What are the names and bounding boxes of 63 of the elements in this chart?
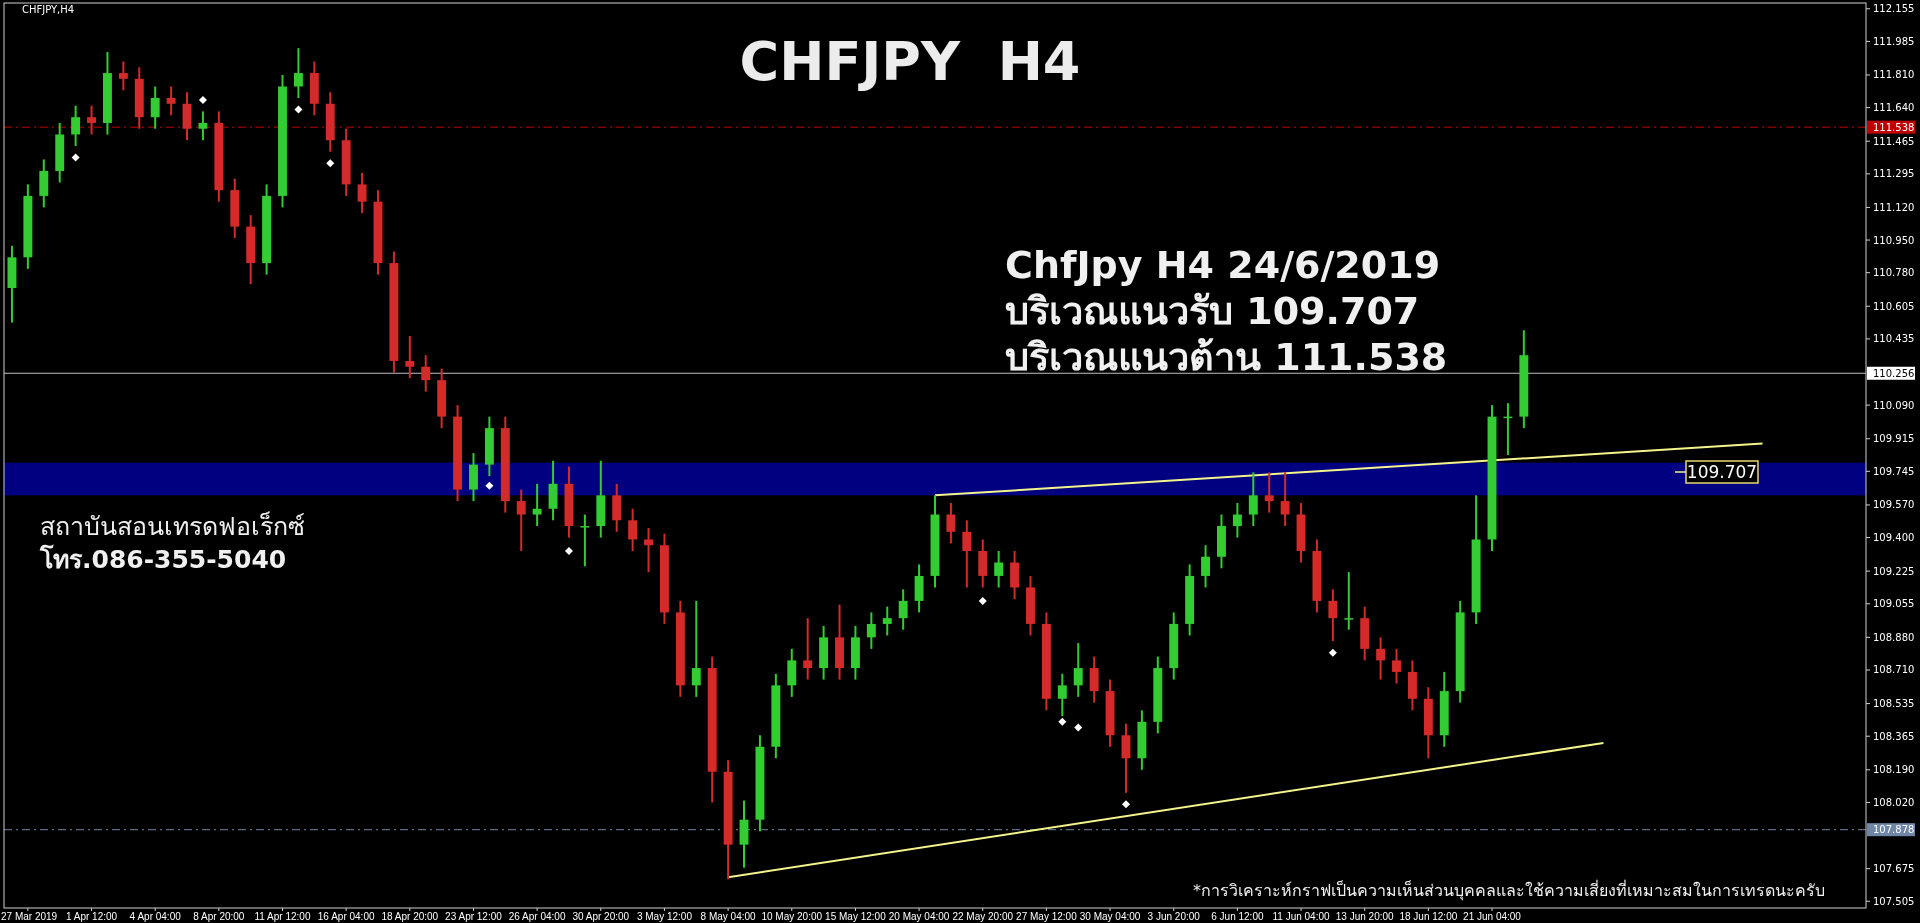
ref-line-label: 107.878 (1873, 824, 1915, 836)
x-tick-label: 18 Jun 12:00 (1399, 911, 1458, 922)
chart-subtitle: CHFJPY,H4 (22, 4, 75, 15)
y-tick-label: 111.985 (1873, 35, 1915, 47)
y-tick-label: 110.435 (1873, 333, 1915, 345)
x-tick-label: 11 Apr 12:00 (254, 911, 311, 922)
x-tick-label: 23 Apr 12:00 (445, 911, 503, 922)
y-tick-label: 108.365 (1873, 730, 1915, 742)
y-tick-label: 107.675 (1873, 863, 1915, 875)
y-tick-label: 108.020 (1873, 796, 1915, 808)
y-tick-label: 111.810 (1873, 69, 1915, 81)
x-tick-label: 18 Apr 20:00 (381, 911, 439, 922)
annotation: *การวิเคราะห์กราฟเป็นความเห็นส่วนบุคคลและใช้ความเสี่ยงที่เหมาะสมในการเทรดนะครับ (1193, 879, 1825, 901)
y-tick-label: 108.880 (1873, 631, 1915, 643)
y-tick-label: 111.295 (1873, 168, 1915, 180)
y-tick-label: 109.055 (1873, 598, 1915, 610)
x-tick-label: 8 Apr 20:00 (193, 911, 245, 922)
annotation: บริเวณแนวรับ 109.707 (1005, 289, 1420, 333)
annotation: โทร.086-355-5040 (39, 544, 287, 574)
x-tick-label: 3 Jun 20:00 (1147, 911, 1201, 922)
x-tick-label: 8 May 04:00 (700, 911, 757, 922)
y-tick-label: 110.950 (1873, 234, 1915, 246)
x-tick-label: 1 Apr 12:00 (65, 911, 118, 922)
y-tick-label: 108.710 (1873, 664, 1915, 676)
x-tick-label: 27 May 12:00 (1016, 911, 1078, 922)
y-tick-label: 108.535 (1873, 698, 1915, 710)
text: CHFJPY H4 (739, 30, 1081, 93)
x-tick-label: 30 May 04:00 (1079, 911, 1141, 922)
ref-line-label: 111.538 (1873, 121, 1915, 133)
annotation: บริเวณแนวต้าน 111.538 (1005, 335, 1448, 379)
x-tick-label: 6 Jun 12:00 (1211, 911, 1264, 922)
x-tick-label: 4 Apr 04:00 (129, 911, 182, 922)
x-tick-label: 20 May 04:00 (888, 911, 950, 922)
annotation: สถาบันสอนเทรดฟอเร็กซ์ (40, 511, 305, 541)
x-tick-label: 10 May 20:00 (761, 911, 823, 922)
y-tick-label: 107.505 (1873, 895, 1915, 907)
y-tick-label: 109.570 (1873, 499, 1915, 511)
y-tick-label: 109.915 (1873, 433, 1915, 445)
x-tick-label: 16 Apr 04:00 (317, 911, 375, 922)
y-tick-label: 109.225 (1873, 565, 1915, 577)
y-tick-label: 108.190 (1873, 764, 1915, 776)
x-tick-label: 26 Apr 04:00 (508, 911, 566, 922)
y-tick-label: 110.605 (1873, 300, 1915, 312)
y-tick-label: 111.640 (1873, 102, 1915, 114)
level-label: 109.707 (1674, 460, 1759, 484)
y-tick-label: 110.090 (1873, 399, 1915, 411)
y-tick-label: 110.780 (1873, 267, 1915, 279)
x-tick-label: 27 Mar 2019 (1, 911, 58, 922)
y-tick-label: 111.465 (1873, 135, 1915, 147)
x-tick-label: 15 May 12:00 (825, 911, 887, 922)
y-tick-label: 111.120 (1873, 201, 1915, 213)
x-tick-label: 30 Apr 20:00 (572, 911, 630, 922)
ref-line-label: 110.256 (1873, 367, 1915, 379)
y-tick-label: 109.745 (1873, 465, 1915, 477)
x-tick-label: 3 May 12:00 (636, 911, 693, 922)
annotation: ChfJpy H4 24/6/2019 (1005, 243, 1441, 287)
annotation: 109.707 (1686, 462, 1758, 482)
y-tick-label: 112.155 (1873, 3, 1915, 15)
x-tick-label: 11 Jun 04:00 (1272, 911, 1331, 922)
x-tick-label: 13 Jun 20:00 (1335, 911, 1395, 922)
y-tick-label: 109.400 (1873, 532, 1915, 544)
x-tick-label: 22 May 20:00 (952, 911, 1014, 922)
x-tick-label: 21 Jun 04:00 (1463, 911, 1522, 922)
